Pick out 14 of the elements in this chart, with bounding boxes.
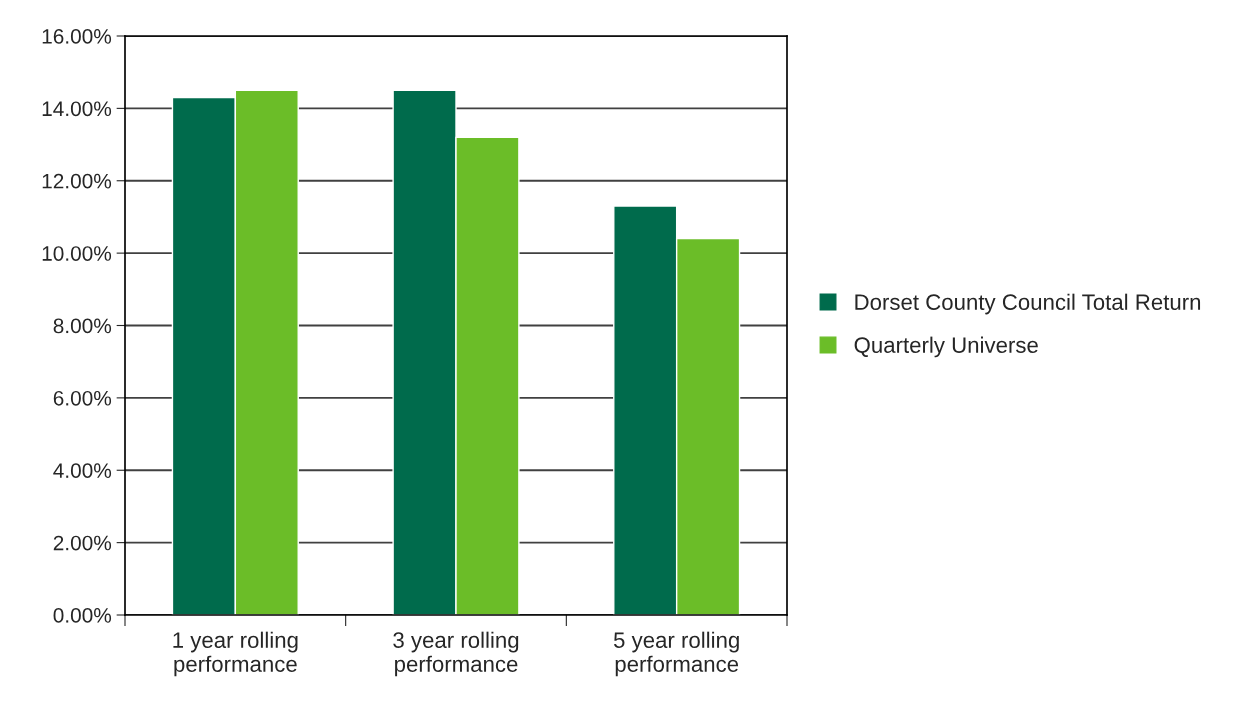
- y-tick-label: 8.00%: [53, 318, 112, 334]
- y-tick-label: 16.00%: [42, 29, 112, 44]
- legend-label: Dorset County Council Total Return: [855, 293, 1201, 315]
- y-tick-label: 0.00%: [53, 608, 112, 623]
- y-tick-label: 6.00%: [53, 390, 112, 406]
- y-tick-label: 12.00%: [42, 173, 112, 189]
- y-tick-label: 14.00%: [42, 101, 112, 117]
- y-tick-label: 4.00%: [53, 463, 112, 478]
- x-tick-label: 3 year rolling performance: [393, 631, 519, 677]
- legend-label: Quarterly Universe: [854, 336, 1038, 358]
- x-tick-label: 5 year rolling performance: [613, 631, 739, 677]
- y-tick-label: 2.00%: [53, 535, 112, 551]
- x-tick-label: 1 year rolling performance: [173, 631, 298, 677]
- y-tick-label: 10.00%: [42, 246, 112, 261]
